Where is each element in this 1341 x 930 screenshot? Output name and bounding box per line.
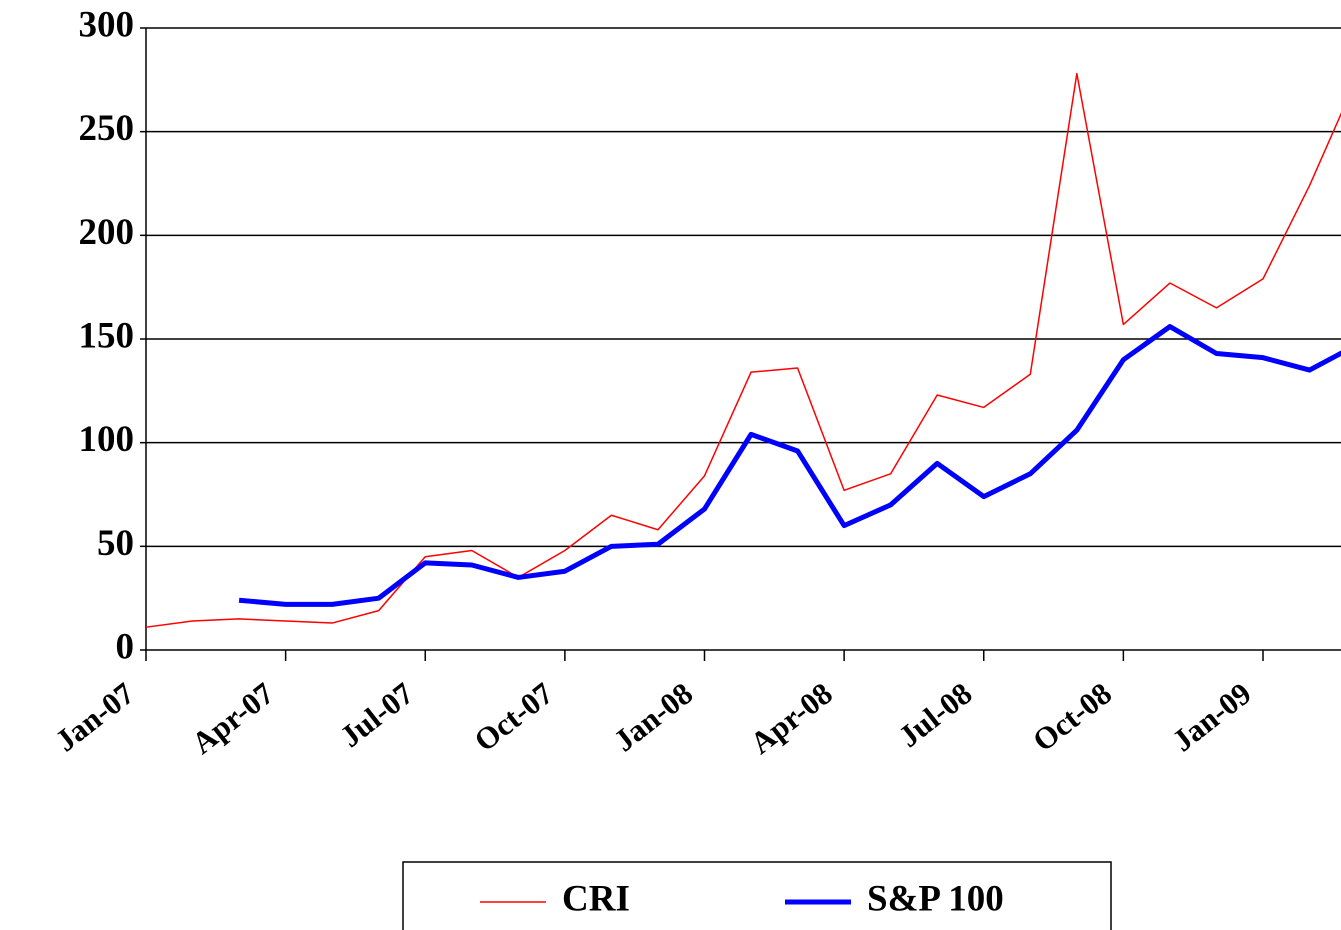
x-tick-label: Jan-07	[49, 676, 141, 759]
x-tick-label: Oct-07	[467, 676, 559, 759]
y-tick-label: 200	[79, 212, 135, 253]
y-tick-label: 300	[79, 4, 135, 45]
x-tick-label: Jan-08	[607, 676, 699, 759]
x-tick-label: Apr-07	[185, 676, 280, 761]
y-tick-label: 150	[79, 315, 135, 356]
series-line	[238, 324, 1341, 607]
y-tick-label: 50	[97, 523, 134, 564]
y-tick-label: 100	[79, 419, 135, 460]
x-tick-label: Jul-08	[892, 676, 979, 754]
series-line	[145, 72, 1341, 628]
legend-label: S&P 100	[867, 878, 1004, 919]
x-tick-label: Apr-08	[744, 676, 839, 761]
x-tick-label: Jan-09	[1166, 676, 1258, 759]
legend-label: CRI	[562, 878, 630, 919]
y-tick-label: 250	[79, 108, 135, 149]
legend-box	[402, 861, 1112, 930]
y-tick-label: 0	[116, 626, 135, 667]
x-tick-label: Oct-08	[1026, 676, 1118, 759]
x-tick-label: Jul-07	[333, 676, 420, 754]
